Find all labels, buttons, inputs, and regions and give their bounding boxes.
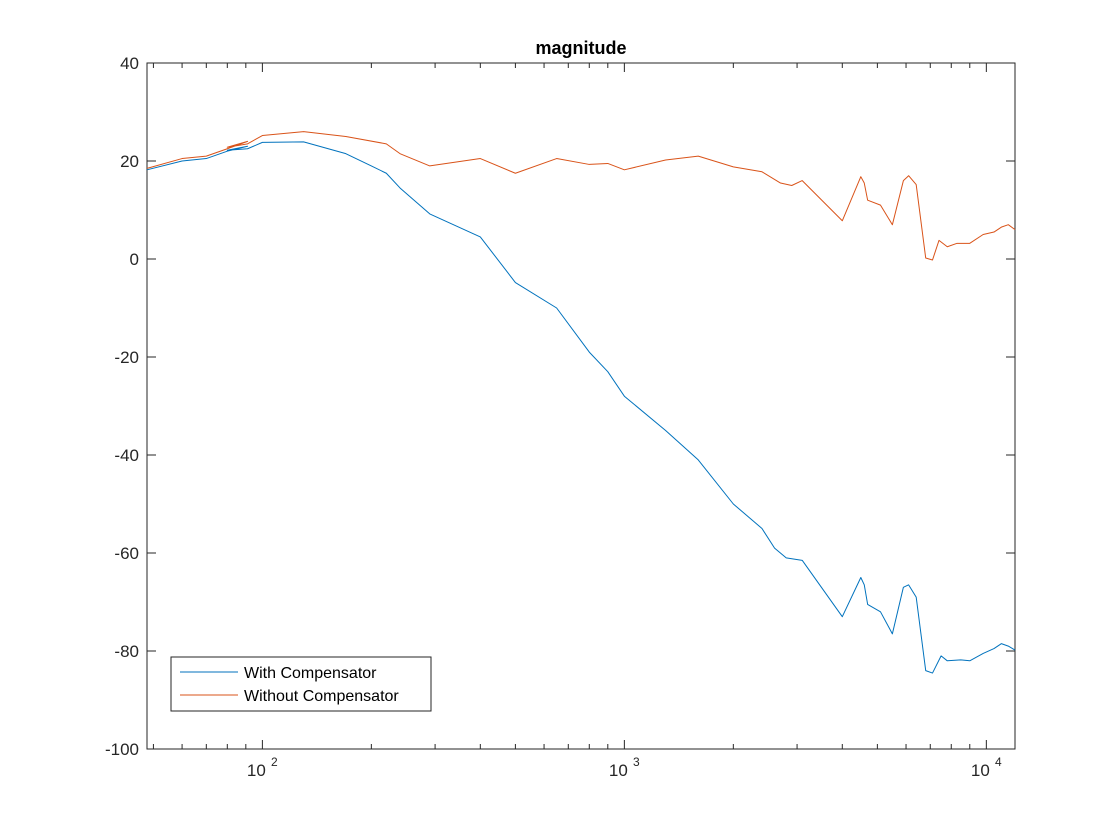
series-line-with-compensator xyxy=(146,141,1016,674)
y-tick-label: 20 xyxy=(120,152,139,171)
x-tick-exponent: 4 xyxy=(995,755,1002,769)
y-tick-label: -40 xyxy=(114,446,139,465)
y-tick-label: -60 xyxy=(114,544,139,563)
x-axis: 10 2 10 3 10 4 xyxy=(152,63,1002,780)
y-tick-label: -100 xyxy=(105,740,139,759)
x-tick-exponent: 2 xyxy=(271,755,278,769)
series-line-without-compensator xyxy=(146,131,1016,261)
series-layer xyxy=(146,131,1016,674)
x-tick-label: 10 xyxy=(247,761,266,780)
legend: With Compensator Without Compensator xyxy=(170,656,432,712)
plot-area xyxy=(146,62,1016,750)
y-tick-label: 40 xyxy=(120,54,139,73)
legend-label-with-compensator: With Compensator xyxy=(244,665,377,682)
legend-box xyxy=(170,656,432,712)
x-tick-exponent: 3 xyxy=(633,755,640,769)
y-tick-label: -80 xyxy=(114,642,139,661)
legend-label-without-compensator: Without Compensator xyxy=(244,688,399,705)
y-tick-label: 0 xyxy=(130,250,139,269)
x-tick-label: 10 xyxy=(971,761,990,780)
x-tick-label: 10 xyxy=(609,761,628,780)
y-axis: 40 20 0 -20 -40 -60 -80 -100 xyxy=(105,54,1015,759)
chart-title: magnitude xyxy=(535,38,626,58)
y-tick-label: -20 xyxy=(114,348,139,367)
